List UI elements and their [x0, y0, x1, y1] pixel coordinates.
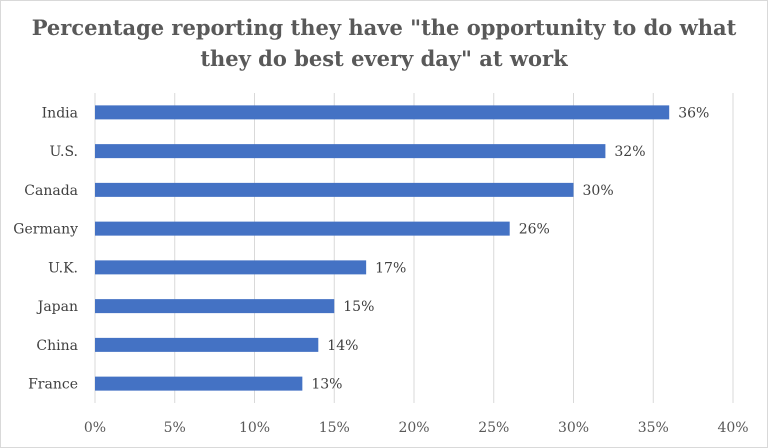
x-tick-label: 25%: [478, 420, 509, 436]
bar: [95, 221, 510, 236]
x-tick-labels: 0% 5% 10% 15% 20% 25% 30% 35% 40%: [84, 420, 749, 436]
data-label: 36%: [678, 105, 709, 121]
bar: [95, 105, 670, 120]
chart-title-line-1: Percentage reporting they have "the oppo…: [31, 15, 737, 40]
x-tick-label: 40%: [717, 420, 748, 436]
chart-title-line-2: they do best every day" at work: [200, 46, 568, 71]
data-label: 26%: [519, 222, 550, 238]
category-label: U.S.: [49, 144, 78, 160]
bar: [95, 337, 319, 352]
data-label: 14%: [327, 338, 358, 354]
bar: [95, 299, 335, 314]
category-label: U.K.: [48, 260, 78, 276]
x-tick-label: 5%: [164, 420, 186, 436]
bar: [95, 260, 367, 275]
chart-title: Percentage reporting they have "the oppo…: [0, 12, 768, 74]
category-label: China: [36, 338, 78, 354]
x-tick-label: 35%: [638, 420, 669, 436]
category-label: India: [42, 105, 78, 121]
category-label: France: [28, 377, 78, 393]
category-label: Germany: [13, 222, 78, 238]
data-label: 30%: [583, 183, 614, 199]
x-tick-label: 10%: [239, 420, 270, 436]
bar: [95, 182, 574, 197]
x-tick-label: 20%: [398, 420, 429, 436]
category-label: Canada: [24, 183, 78, 199]
data-label: 17%: [375, 260, 406, 276]
data-label: 32%: [614, 144, 645, 160]
bar: [95, 376, 303, 391]
data-label: 15%: [343, 299, 374, 315]
data-labels: 36% 32% 30% 26% 17% 15% 14% 13%: [311, 105, 709, 392]
category-labels: India U.S. Canada Germany U.K. Japan China Fran…: [13, 105, 78, 392]
x-tick-label: 30%: [558, 420, 589, 436]
gridlines: [94, 93, 734, 403]
bars: [95, 105, 670, 391]
x-tick-label: 15%: [319, 420, 350, 436]
category-label: Japan: [36, 299, 78, 315]
bar: [95, 144, 606, 159]
data-label: 13%: [311, 377, 342, 393]
x-tick-label: 0%: [84, 420, 106, 436]
